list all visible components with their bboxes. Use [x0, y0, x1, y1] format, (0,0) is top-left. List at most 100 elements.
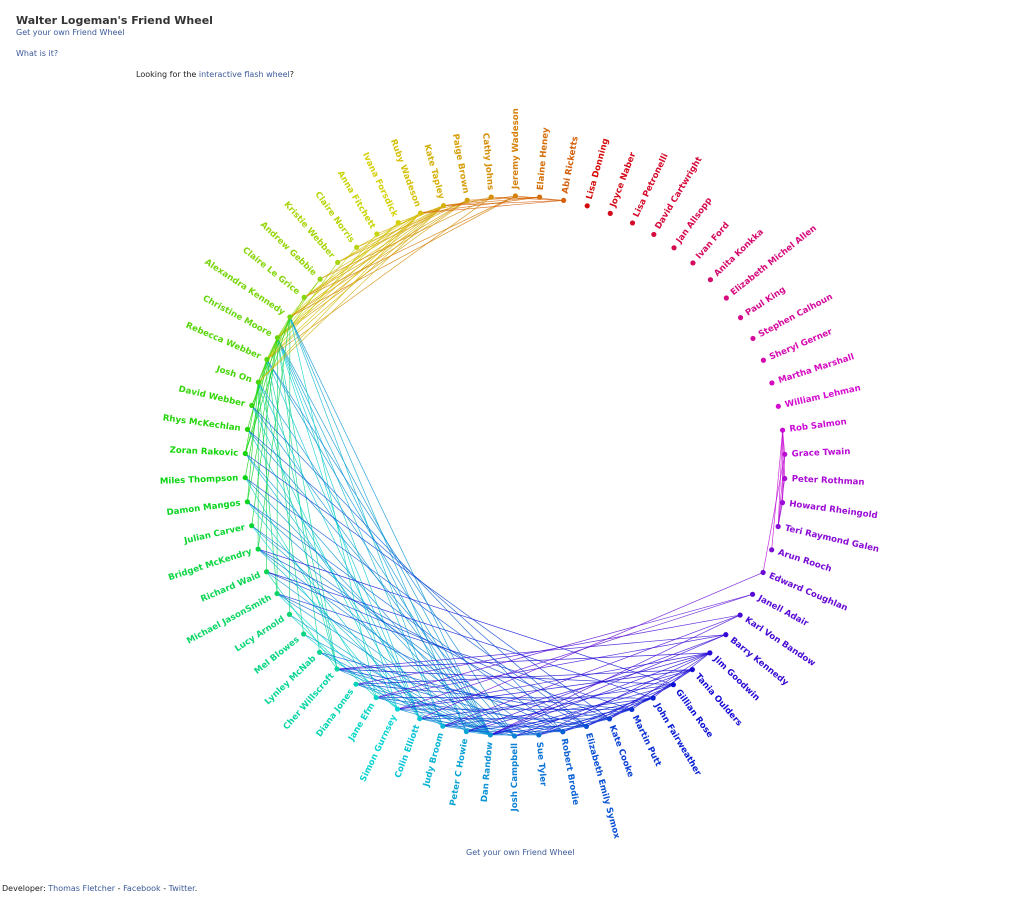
friend-label[interactable]: Miles Thompson: [160, 474, 239, 487]
interactive-flash-wheel-link[interactable]: interactive flash wheel: [198, 70, 290, 79]
friend-label[interactable]: Elaine Heney: [536, 127, 552, 191]
friend-label[interactable]: Lisa Donning: [585, 137, 611, 200]
friend-node[interactable]: [511, 733, 518, 739]
friend-node[interactable]: [440, 203, 447, 209]
friend-label[interactable]: Josh Campbell: [510, 743, 520, 812]
friend-label[interactable]: Joyce Naber: [608, 150, 638, 209]
friend-label[interactable]: Kate Cooke: [607, 724, 636, 779]
friend-node[interactable]: [316, 649, 323, 655]
friend-node[interactable]: [671, 245, 677, 251]
friend-label[interactable]: Rhys McKechlan: [162, 413, 241, 434]
friend-node[interactable]: [287, 314, 293, 320]
friend-node[interactable]: [537, 194, 543, 200]
friend-label[interactable]: Martha Marshall: [777, 352, 855, 386]
friend-node[interactable]: [417, 210, 424, 216]
friend-node[interactable]: [782, 475, 788, 482]
friend-node[interactable]: [374, 231, 380, 237]
friend-node[interactable]: [760, 357, 767, 363]
friend-node[interactable]: [394, 706, 401, 712]
friend-node[interactable]: [317, 276, 323, 282]
friend-node[interactable]: [440, 723, 446, 729]
friend-label[interactable]: Janell Adair: [755, 593, 810, 629]
friend-node[interactable]: [780, 427, 786, 433]
facebook-link[interactable]: Facebook: [123, 884, 161, 893]
friend-label[interactable]: Peter C Howie: [448, 738, 470, 807]
friend-node[interactable]: [707, 277, 714, 283]
friend-label[interactable]: Paige Brown: [450, 133, 471, 194]
friend-label[interactable]: Damon Mangos: [166, 498, 241, 518]
friend-label[interactable]: Paul King: [744, 285, 788, 319]
friend-node[interactable]: [334, 666, 340, 672]
friend-node[interactable]: [263, 569, 270, 575]
friend-label[interactable]: Josh On: [214, 364, 253, 385]
friend-node[interactable]: [264, 356, 270, 363]
friend-label[interactable]: Abi Ricketts: [560, 136, 580, 195]
friend-node[interactable]: [274, 590, 280, 597]
friend-node[interactable]: [769, 547, 775, 553]
friend-node[interactable]: [750, 335, 756, 342]
friend-node[interactable]: [536, 732, 542, 738]
friend-node[interactable]: [779, 500, 786, 506]
friend-node[interactable]: [255, 546, 261, 552]
friend-node[interactable]: [487, 732, 493, 738]
friend-label[interactable]: Sheryl Gerner: [768, 327, 834, 363]
friend-label[interactable]: Ivan Ford: [694, 220, 732, 261]
friend-node[interactable]: [286, 611, 293, 618]
friend-node[interactable]: [242, 475, 248, 481]
developer-link[interactable]: Thomas Fletcher: [48, 884, 116, 893]
friend-label[interactable]: Grace Twain: [792, 447, 851, 460]
friend-node[interactable]: [255, 379, 261, 385]
friend-node[interactable]: [650, 695, 656, 701]
friend-node[interactable]: [760, 569, 766, 576]
friend-label[interactable]: Peter Rothman: [791, 474, 864, 487]
friend-node[interactable]: [561, 197, 567, 204]
what-is-it-link[interactable]: What is it?: [16, 49, 59, 58]
friend-node[interactable]: [584, 203, 590, 209]
friend-node[interactable]: [274, 335, 281, 341]
friend-node[interactable]: [354, 244, 360, 250]
friend-label[interactable]: Teri Raymond Galen: [784, 524, 880, 555]
friend-node[interactable]: [301, 294, 307, 300]
friend-node[interactable]: [737, 314, 744, 321]
friend-node[interactable]: [335, 259, 341, 266]
friend-node[interactable]: [395, 219, 401, 226]
friend-label[interactable]: Kate Tapley: [421, 143, 446, 200]
friend-node[interactable]: [707, 650, 713, 656]
friend-node[interactable]: [560, 729, 566, 735]
friend-node[interactable]: [782, 451, 788, 457]
friend-node[interactable]: [769, 380, 775, 386]
friend-label[interactable]: Julian Carver: [182, 523, 247, 547]
friend-node[interactable]: [775, 523, 781, 530]
friend-node[interactable]: [249, 523, 255, 529]
friend-label[interactable]: Arun Rooch: [777, 548, 833, 575]
friend-node[interactable]: [373, 694, 379, 701]
friend-label[interactable]: Robert Brodie: [559, 738, 581, 806]
friend-label[interactable]: Zoran Rakovic: [169, 445, 238, 458]
friend-node[interactable]: [242, 450, 248, 457]
friend-node[interactable]: [723, 632, 729, 638]
twitter-link[interactable]: Twitter: [168, 884, 195, 893]
friend-node[interactable]: [488, 194, 494, 200]
friend-label[interactable]: Judy Broom: [421, 732, 446, 789]
friend-label[interactable]: Jeremy Wadeson: [511, 108, 521, 190]
friend-node[interactable]: [583, 723, 590, 729]
friend-node[interactable]: [512, 193, 519, 199]
friend-node[interactable]: [629, 220, 636, 226]
friend-node[interactable]: [607, 210, 613, 216]
friend-node[interactable]: [690, 260, 696, 266]
friend-label[interactable]: Dan Randow: [480, 741, 495, 802]
get-own-wheel-bottom-link[interactable]: Get your own Friend Wheel: [466, 848, 575, 857]
friend-node[interactable]: [244, 499, 250, 505]
friend-label[interactable]: Jane Efm: [346, 701, 377, 743]
friend-node[interactable]: [353, 681, 359, 687]
friend-label[interactable]: Howard Rheingold: [789, 499, 879, 521]
friend-label[interactable]: Colin Elliott: [393, 724, 422, 780]
friend-label[interactable]: William Lehman: [784, 383, 862, 410]
friend-label[interactable]: Sue Tyler: [534, 742, 548, 788]
friend-node[interactable]: [417, 716, 423, 722]
friend-node[interactable]: [301, 631, 307, 637]
friend-label[interactable]: Martin Putt: [630, 714, 663, 768]
friend-node[interactable]: [737, 612, 743, 618]
friend-label[interactable]: David Webber: [177, 384, 246, 409]
friend-node[interactable]: [249, 402, 255, 409]
